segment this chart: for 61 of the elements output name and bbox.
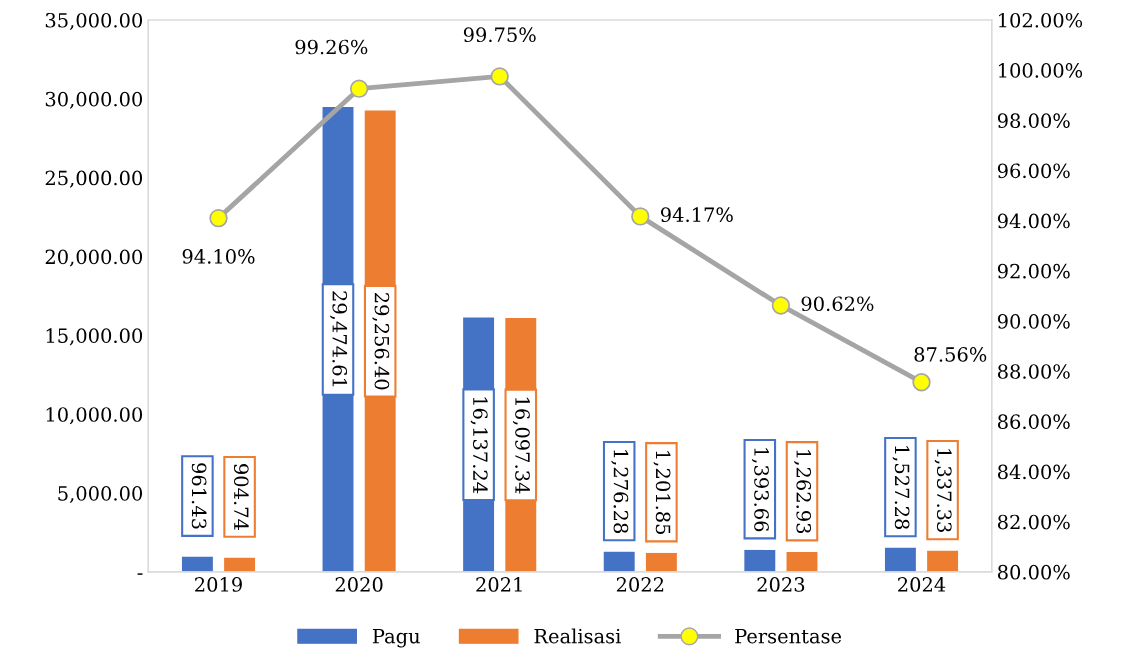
bar [927,550,959,572]
point [490,67,509,86]
data-label: 904.74 [233,464,249,530]
bar [645,552,677,572]
bar [181,556,213,572]
x-tick-label: 2021 [476,577,522,592]
y-tick-label: 30,000.00 [45,91,143,109]
y-tick-label: 15,000.00 [46,328,143,346]
bar [786,551,818,572]
y-tick-label: 20,000.00 [45,249,143,267]
point [771,296,791,315]
y2-tick-label: 96.00% [997,163,1070,179]
bar [224,557,256,572]
y2-tick-label: 94.00% [997,213,1070,229]
y2-tick-label: 80.00% [997,564,1070,580]
y2-tick-label: 98.00% [997,113,1070,128]
x-tick-label: 2024 [898,577,946,592]
y2-tick-label: 90.00% [997,313,1070,329]
data-label: 87.56% [914,347,987,362]
data-label: 16,097.34 [512,397,530,494]
data-label: 961.43 [191,463,207,529]
data-label: 94.10% [182,249,255,264]
y2-tick-label: 100.00% [999,63,1083,78]
data-label: 29,474.61 [330,291,348,387]
data-label: 99.75% [463,27,536,43]
y2-tick-label: 88.00% [997,364,1070,379]
data-label: 1,262.93 [793,450,812,534]
data-label: 1,527.28 [892,446,910,530]
point [349,79,369,98]
data-label: 94.17% [660,207,733,223]
data-label: 1,393.66 [751,448,769,532]
legend-label: Persentase [735,629,842,644]
data-label: 16,137.24 [470,397,488,494]
bar [744,549,776,572]
point [631,207,650,226]
data-label: 1,337.33 [934,449,952,532]
point [912,373,931,392]
x-tick-label: 2019 [195,577,242,592]
point [209,208,228,228]
x-tick-label: 2020 [335,577,383,592]
data-label: 1,276.28 [611,450,629,534]
y-tick-label: 10,000.00 [46,407,143,425]
y-tick-label: - [137,573,143,575]
y2-tick-label: 92.00% [997,263,1070,279]
data-label: 90.62% [801,296,874,312]
data-label: 1,201.85 [653,451,671,535]
bar [884,547,916,572]
y2-tick-label: 84.00% [997,464,1070,480]
legend-label: Realisasi [534,628,621,644]
y-tick-label: 25,000.00 [45,170,143,188]
y-tick-label: 35,000.00 [45,12,143,30]
x-tick-label: 2023 [757,577,805,592]
bar [603,551,635,572]
data-label: 99.26% [295,39,368,55]
y-tick-label: 5,000.00 [58,486,143,504]
y2-tick-label: 82.00% [997,514,1070,530]
legend-label: Pagu [372,629,420,648]
x-tick-label: 2022 [616,577,664,592]
y2-tick-label: 102.00% [999,12,1083,28]
y2-tick-label: 86.00% [997,414,1070,430]
data-label: 29,256.40 [372,293,390,390]
